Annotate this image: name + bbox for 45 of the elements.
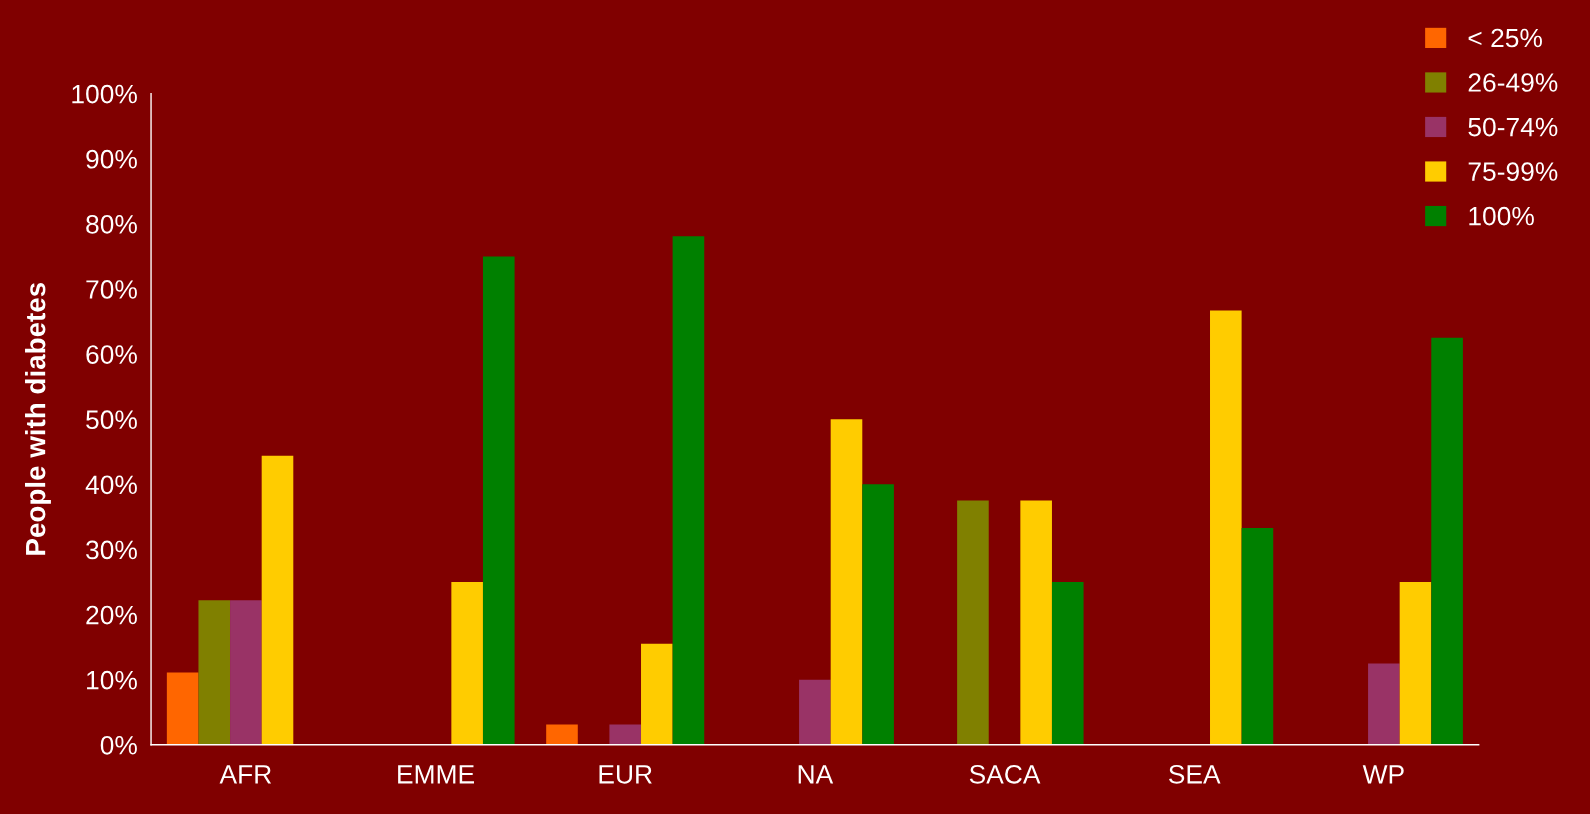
x-tick-label: NA: [798, 765, 834, 784]
bar: [1399, 582, 1432, 745]
bar: [1210, 310, 1242, 745]
bar: [1368, 663, 1400, 745]
y-tick-label: 50%: [86, 410, 137, 430]
bar: [198, 600, 231, 745]
bar: [166, 672, 199, 745]
legend-label: 50-74%: [1468, 117, 1558, 137]
legend-label: 75-99%: [1468, 162, 1558, 181]
legend-label: 100%: [1469, 206, 1534, 226]
bar: [672, 236, 705, 745]
bar: [546, 724, 578, 745]
bar: [957, 500, 989, 745]
x-tick-label: WP: [1362, 765, 1404, 784]
bar: [482, 256, 515, 745]
y-axis-title: People with diabetes: [25, 282, 51, 555]
x-tick-label: EMME: [398, 765, 474, 784]
legend-label: 26-49%: [1468, 73, 1558, 92]
x-tick-label: AFR: [219, 765, 272, 784]
bar: [799, 679, 831, 745]
y-tick-label: 20%: [86, 605, 137, 625]
y-tick-label: 30%: [86, 540, 137, 560]
bar: [230, 600, 262, 745]
y-tick-label: 70%: [86, 280, 137, 299]
bar: [641, 643, 673, 745]
bar: [261, 455, 294, 745]
x-tick-label: SEA: [1169, 764, 1221, 784]
y-tick-label: 80%: [86, 214, 137, 234]
y-tick-label: 60%: [86, 345, 137, 364]
x-tick-label: EUR: [599, 765, 652, 784]
y-tick-label: 90%: [86, 149, 137, 169]
y-tick-label: 100%: [72, 84, 137, 104]
legend-label: < 25%: [1468, 28, 1542, 48]
bar: [609, 724, 642, 745]
y-tick-label: 40%: [85, 475, 137, 495]
bar: [830, 419, 863, 745]
bar: [1051, 582, 1084, 745]
y-tick-label: 0%: [100, 735, 137, 755]
bar: [1431, 337, 1463, 745]
y-tick-label: 10%: [87, 670, 137, 690]
bar: [1020, 500, 1052, 745]
bar: [862, 484, 894, 745]
bar: [451, 582, 483, 745]
x-tick-label: SACA: [969, 764, 1041, 784]
bar: [1241, 527, 1274, 745]
